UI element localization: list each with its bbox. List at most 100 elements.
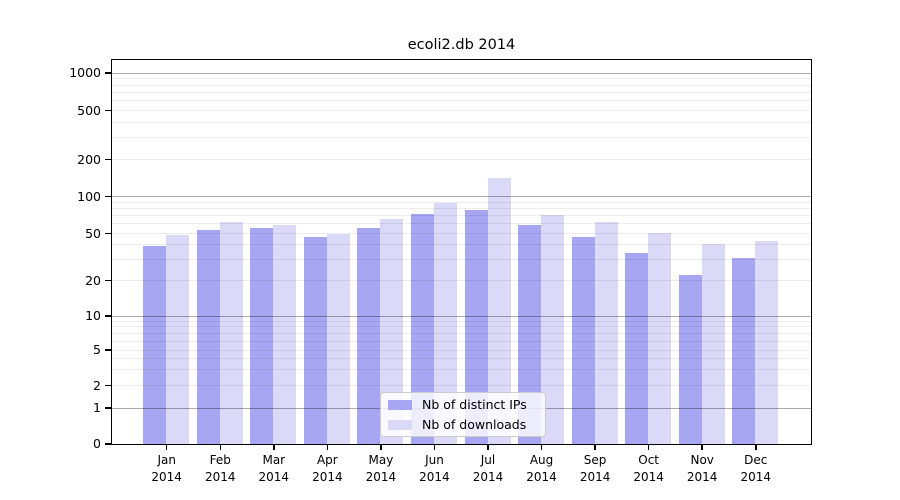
bar-distinct-ips-jun — [410, 214, 434, 444]
minor-gridline — [111, 84, 811, 86]
x-tick-mark — [540, 444, 543, 450]
y-tick-mark — [105, 443, 111, 445]
minor-gridline — [111, 207, 811, 209]
minor-gridline — [111, 280, 811, 281]
y-tick-mark — [105, 279, 111, 282]
minor-gridline — [111, 358, 811, 360]
bar-distinct-ips-mar — [250, 227, 274, 444]
bar-downloads-dec — [755, 240, 779, 444]
minor-gridline — [111, 121, 811, 123]
bar-distinct-ips-sep — [571, 237, 595, 444]
y-tick-label-20: 20 — [85, 272, 101, 288]
legend-label-downloads: Nb of downloads — [422, 417, 527, 432]
minor-gridline — [111, 91, 811, 93]
x-tick-mark — [380, 444, 382, 450]
minor-gridline — [111, 159, 811, 160]
major-gridline-10 — [111, 315, 811, 317]
y-tick-mark — [105, 109, 111, 112]
x-tick-label-aug: Aug 2014 — [526, 453, 557, 484]
bar-distinct-ips-feb — [196, 229, 220, 444]
minor-gridline — [111, 233, 811, 234]
x-tick-label-jul: Jul 2014 — [472, 453, 504, 484]
minor-gridline — [111, 320, 811, 322]
y-tick-label-200: 200 — [77, 151, 101, 167]
minor-gridline — [111, 385, 811, 386]
legend-label-distinct-ips: Nb of distinct IPs — [422, 397, 527, 412]
x-tick-mark — [165, 444, 168, 450]
minor-gridline — [111, 340, 811, 342]
minor-gridline — [111, 201, 811, 203]
bar-downloads-jun — [433, 202, 457, 444]
bar-downloads-oct — [648, 233, 672, 444]
bar-distinct-ips-oct — [625, 252, 649, 444]
bar-downloads-jan — [166, 235, 190, 444]
chart-title: ecoli2.db 2014 — [407, 37, 516, 53]
x-tick-mark — [487, 444, 489, 450]
legend-swatch-distinct-ips — [388, 399, 412, 410]
y-tick-mark — [105, 384, 111, 387]
x-tick-mark — [219, 444, 221, 450]
y-tick-mark — [105, 407, 111, 409]
x-tick-mark — [755, 444, 757, 450]
y-tick-label-5: 5 — [93, 342, 101, 357]
bar-downloads-jul — [487, 178, 511, 444]
y-tick-label-1000: 1000 — [69, 65, 101, 80]
legend: Nb of distinct IPs Nb of downloads — [380, 392, 546, 437]
minor-gridline — [111, 369, 811, 371]
legend-item-downloads: Nb of downloads — [388, 416, 537, 433]
y-tick-label-50: 50 — [85, 225, 101, 241]
bar-distinct-ips-jul — [464, 209, 488, 444]
bar-downloads-sep — [594, 222, 618, 444]
bar-distinct-ips-nov — [678, 275, 702, 444]
bar-downloads-aug — [541, 215, 565, 444]
x-tick-label-nov: Nov 2014 — [686, 453, 718, 484]
minor-gridline — [111, 326, 811, 328]
x-tick-label-feb: Feb 2014 — [204, 453, 236, 484]
bar-downloads-feb — [219, 221, 243, 444]
minor-gridline — [111, 100, 811, 102]
x-tick-mark — [647, 444, 650, 450]
minor-gridline — [111, 332, 811, 334]
y-tick-mark — [105, 349, 111, 351]
minor-gridline — [111, 78, 811, 80]
minor-gridline — [111, 223, 811, 225]
minor-gridline — [111, 349, 811, 351]
x-tick-mark — [433, 444, 436, 450]
legend-swatch-downloads — [388, 419, 412, 430]
bar-downloads-nov — [701, 244, 725, 444]
major-gridline-1000 — [111, 72, 811, 74]
bar-distinct-ips-apr — [303, 237, 327, 444]
y-tick-mark — [105, 315, 111, 317]
minor-gridline — [111, 244, 811, 246]
y-tick-label-100: 100 — [77, 188, 101, 204]
minor-gridline — [111, 137, 811, 139]
major-gridline-100 — [111, 196, 811, 197]
plot-area — [110, 58, 812, 445]
x-tick-label-apr: Apr 2014 — [312, 453, 343, 484]
x-tick-mark — [326, 444, 329, 450]
bar-distinct-ips-may — [357, 227, 381, 444]
y-tick-label-1: 1 — [93, 400, 101, 415]
x-tick-mark — [594, 444, 596, 450]
y-tick-mark — [105, 232, 111, 235]
x-tick-label-oct: Oct 2014 — [633, 453, 664, 484]
minor-gridline — [111, 215, 811, 217]
y-tick-label-10: 10 — [85, 308, 101, 323]
x-tick-mark — [701, 444, 703, 450]
y-tick-mark — [105, 158, 111, 161]
x-tick-label-jan: Jan 2014 — [151, 453, 182, 484]
x-tick-label-jun: Jun 2014 — [419, 453, 450, 484]
x-tick-label-mar: Mar 2014 — [258, 453, 290, 484]
bar-distinct-ips-dec — [732, 257, 756, 444]
bar-downloads-mar — [273, 225, 297, 444]
y-tick-mark — [105, 195, 111, 198]
bar-downloads-may — [380, 219, 404, 444]
y-tick-label-0: 0 — [93, 436, 101, 451]
y-tick-label-2: 2 — [93, 377, 101, 393]
minor-gridline — [111, 110, 811, 111]
y-tick-mark — [105, 72, 111, 74]
minor-gridline — [111, 259, 811, 261]
legend-item-distinct-ips: Nb of distinct IPs — [388, 396, 537, 413]
x-tick-label-dec: Dec 2014 — [740, 453, 772, 484]
